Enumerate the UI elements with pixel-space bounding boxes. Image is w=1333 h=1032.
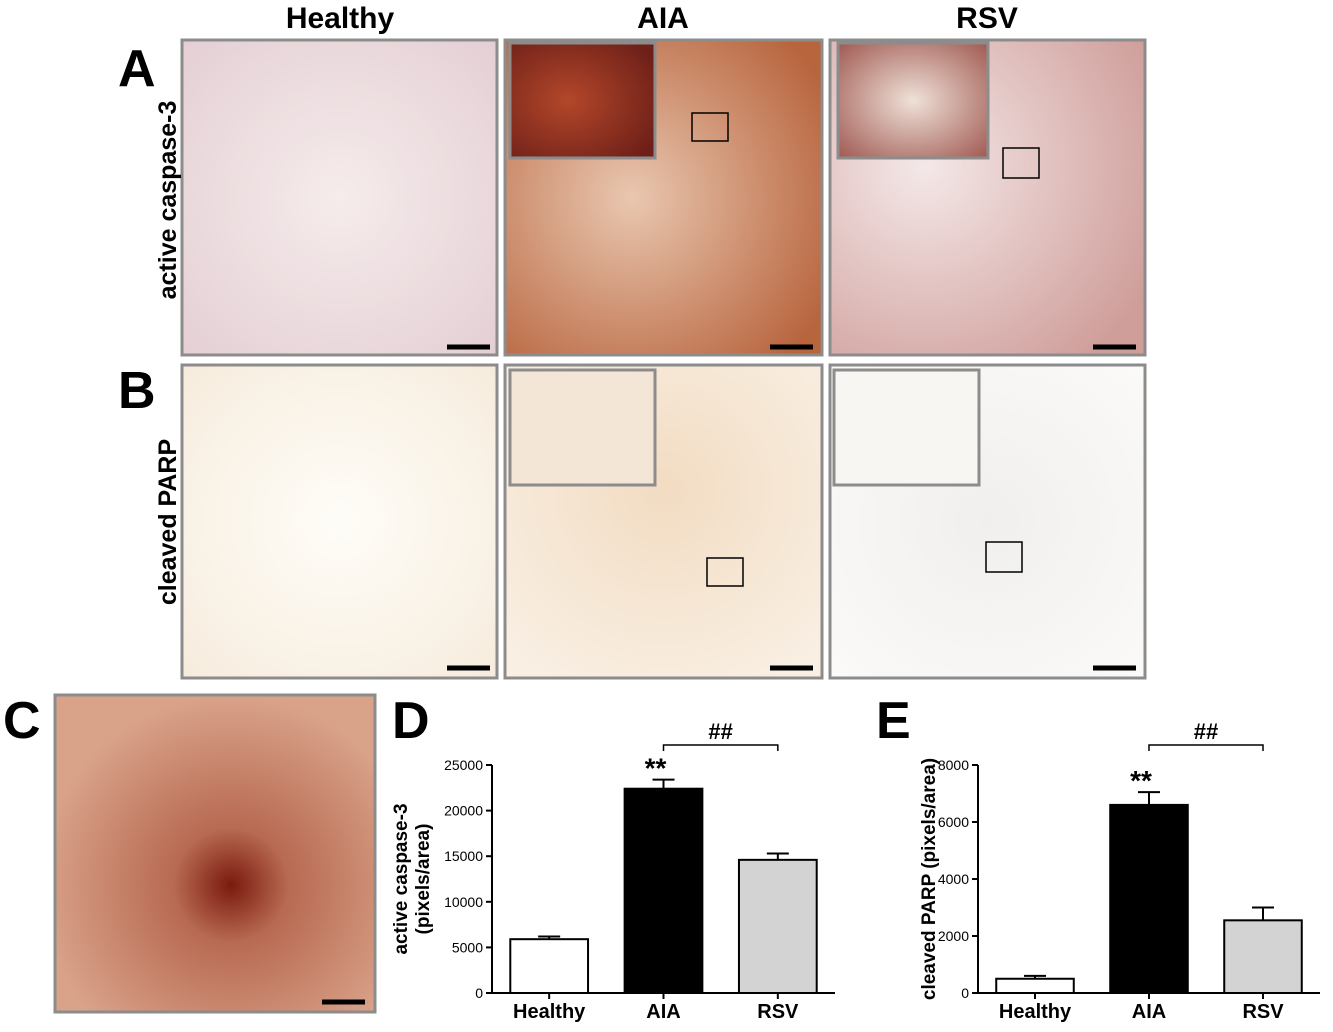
panel-label: D xyxy=(392,692,430,750)
column-header: Healthy xyxy=(286,2,395,35)
y-tick-label: 4000 xyxy=(938,871,969,887)
micrograph xyxy=(180,363,499,680)
y-tick-label: 8000 xyxy=(938,757,969,773)
comparison-bracket xyxy=(662,744,779,751)
comparison-label: ## xyxy=(708,719,732,744)
micrographs xyxy=(53,38,1147,1014)
x-tick-label: AIA xyxy=(646,1001,680,1023)
roi-box xyxy=(985,541,1023,573)
panel-label: E xyxy=(876,692,911,750)
inset xyxy=(832,368,981,487)
y-tick-label: 10000 xyxy=(444,894,483,910)
column-header: AIA xyxy=(637,2,689,35)
roi-box xyxy=(1002,147,1040,179)
bar xyxy=(995,977,1075,994)
bar xyxy=(1223,919,1303,995)
x-tick-label: Healthy xyxy=(999,1001,1072,1023)
x-tick-label: AIA xyxy=(1132,1001,1166,1023)
row-label: cleaved PARP xyxy=(154,439,182,605)
scale-bars xyxy=(322,344,1136,1005)
roi-box xyxy=(706,557,744,587)
y-tick-label: 0 xyxy=(475,985,483,1001)
panel-label: C xyxy=(3,692,41,750)
comparison-label: ## xyxy=(1194,719,1218,744)
significance-label: ** xyxy=(1130,765,1152,796)
y-tick-label: 20000 xyxy=(444,803,483,819)
row-label: active caspase-3 xyxy=(154,101,182,300)
inset xyxy=(508,368,657,487)
micrograph xyxy=(180,38,499,357)
roi-box xyxy=(691,112,729,142)
inset xyxy=(508,41,657,160)
x-tick-label: RSV xyxy=(1242,1001,1284,1023)
panel-label: B xyxy=(118,362,156,420)
comparison-bracket xyxy=(1148,744,1264,751)
y-tick-label: 5000 xyxy=(452,939,483,955)
bar xyxy=(1109,803,1189,995)
y-axis-label: (pixels/area) xyxy=(413,824,434,935)
y-axis-label: active caspase-3 xyxy=(391,803,412,954)
panel-label: A xyxy=(118,40,156,98)
bar xyxy=(737,858,818,995)
x-tick-label: RSV xyxy=(757,1001,799,1023)
y-tick-label: 25000 xyxy=(444,757,483,773)
y-tick-label: 15000 xyxy=(444,848,483,864)
y-tick-label: 2000 xyxy=(938,928,969,944)
bar xyxy=(509,938,590,995)
x-tick-label: Healthy xyxy=(513,1001,586,1023)
bar xyxy=(623,787,704,994)
y-tick-label: 0 xyxy=(961,985,969,1001)
inset xyxy=(836,41,990,160)
column-header: RSV xyxy=(956,2,1018,35)
y-tick-label: 6000 xyxy=(938,814,969,830)
micrograph xyxy=(53,693,377,1014)
y-axis-label: cleaved PARP (pixels/area) xyxy=(919,758,940,1000)
significance-label: ** xyxy=(645,753,667,784)
detail-boxes xyxy=(691,112,1040,587)
